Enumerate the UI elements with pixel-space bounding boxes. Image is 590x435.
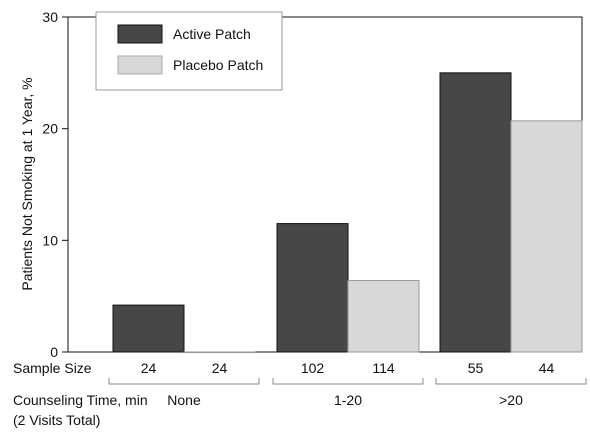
counseling-time-label: Counseling Time, min	[13, 392, 148, 408]
legend-box	[95, 11, 283, 91]
y-tick-label: 10	[42, 232, 58, 248]
category-label: >20	[499, 392, 523, 408]
sample-size-value: 44	[539, 360, 555, 376]
bar-placebo	[347, 280, 420, 353]
legend-label-active: Active Patch	[173, 26, 251, 42]
sample-size-value: 24	[141, 360, 157, 376]
y-axis-label: Patients Not Smoking at 1 Year, %	[19, 77, 35, 290]
y-tick-label: 20	[42, 121, 58, 137]
sample-size-value: 55	[468, 360, 484, 376]
category-label: None	[167, 392, 201, 408]
counseling-visits-label: (2 Visits Total)	[13, 412, 100, 428]
group-brackets	[108, 378, 587, 385]
legend-label-placebo: Placebo Patch	[173, 57, 263, 73]
group-bracket	[435, 378, 587, 385]
y-axis-ticks: 0 10 20 30	[42, 9, 68, 360]
sample-size-label: Sample Size	[13, 360, 92, 376]
bar-active	[439, 72, 512, 353]
group-bracket	[272, 378, 424, 385]
group-bracket	[108, 378, 260, 385]
legend-swatch-active	[117, 24, 163, 44]
sample-sizes: 24 24 102 114 55 44	[141, 360, 555, 376]
legend: Active Patch Placebo Patch	[95, 11, 283, 91]
sample-size-value: 114	[372, 360, 395, 376]
bar-placebo	[510, 120, 583, 353]
y-tick-label: 0	[50, 344, 58, 360]
category-labels: None 1-20 >20	[167, 392, 523, 408]
y-tick-label: 30	[42, 9, 58, 25]
bars	[112, 72, 583, 354]
bar-placebo	[183, 351, 256, 354]
bar-active	[112, 304, 185, 353]
sample-size-value: 24	[212, 360, 228, 376]
legend-swatch-placebo	[117, 55, 163, 75]
category-label: 1-20	[334, 392, 362, 408]
bar-active	[276, 223, 349, 353]
sample-size-value: 102	[301, 360, 325, 376]
